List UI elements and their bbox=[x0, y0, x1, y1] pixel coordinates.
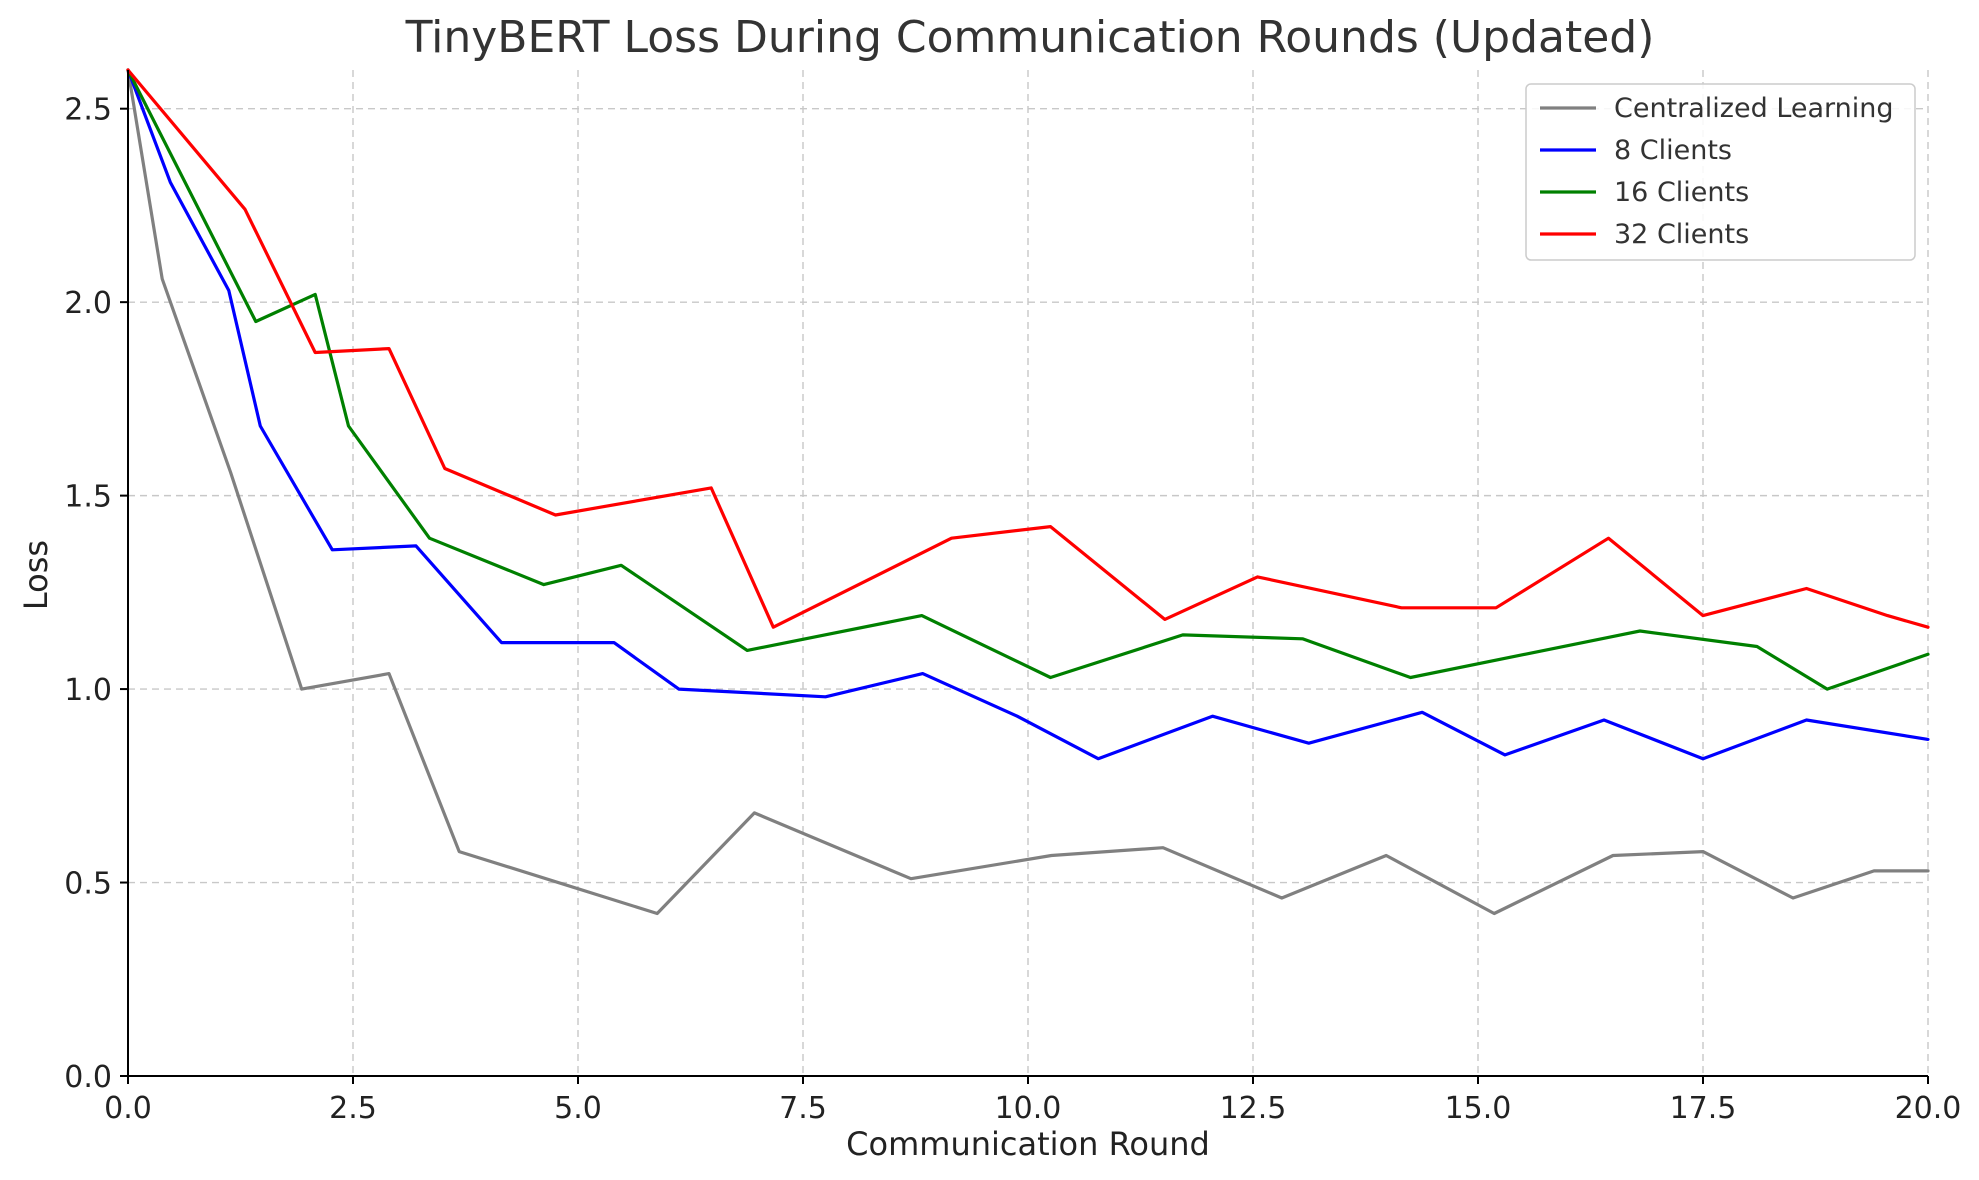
x-tick-label: 17.5 bbox=[1670, 1091, 1737, 1126]
y-tick-label: 1.0 bbox=[64, 673, 112, 708]
x-tick-label: 20.0 bbox=[1895, 1091, 1962, 1126]
legend: Centralized Learning 8 Clients 16 Clients 3… bbox=[1525, 83, 1916, 261]
legend-label: 32 Clients bbox=[1614, 219, 1749, 250]
x-tick-label: 2.5 bbox=[329, 1091, 377, 1126]
x-tick-label: 15.0 bbox=[1445, 1091, 1512, 1126]
x-tick-label: 7.5 bbox=[779, 1091, 827, 1126]
y-tick-label: 0.0 bbox=[64, 1060, 112, 1095]
legend-label: 16 Clients bbox=[1614, 177, 1749, 208]
x-ticks: 0.0 2.5 5.0 7.5 10.0 12.5 15.0 17.5 20.0 bbox=[104, 1076, 1961, 1126]
x-tick-label: 10.0 bbox=[995, 1091, 1062, 1126]
legend-box bbox=[1525, 83, 1916, 261]
series-line-3 bbox=[126, 68, 1930, 691]
legend-label: 8 Clients bbox=[1614, 135, 1732, 166]
legend-label: Centralized Learning bbox=[1614, 93, 1894, 124]
x-tick-label: 5.0 bbox=[554, 1091, 602, 1126]
y-axis-title: Loss bbox=[17, 540, 55, 610]
series-lines bbox=[126, 68, 1930, 916]
y-tick-label: 1.5 bbox=[64, 480, 112, 515]
series-line-1 bbox=[126, 68, 1930, 916]
y-tick-label: 2.5 bbox=[64, 93, 112, 128]
x-tick-label: 0.0 bbox=[104, 1091, 152, 1126]
y-ticks: 0.0 0.5 1.0 1.5 2.0 2.5 bbox=[64, 93, 128, 1095]
x-axis-title: Communication Round bbox=[846, 1125, 1210, 1163]
series-line-2 bbox=[126, 68, 1930, 761]
x-tick-label: 12.5 bbox=[1220, 1091, 1287, 1126]
y-tick-label: 2.0 bbox=[64, 286, 112, 321]
chart-title: TinyBERT Loss During Communication Round… bbox=[405, 12, 1655, 63]
series-line-4 bbox=[126, 68, 1930, 629]
y-tick-label: 0.5 bbox=[64, 867, 112, 902]
